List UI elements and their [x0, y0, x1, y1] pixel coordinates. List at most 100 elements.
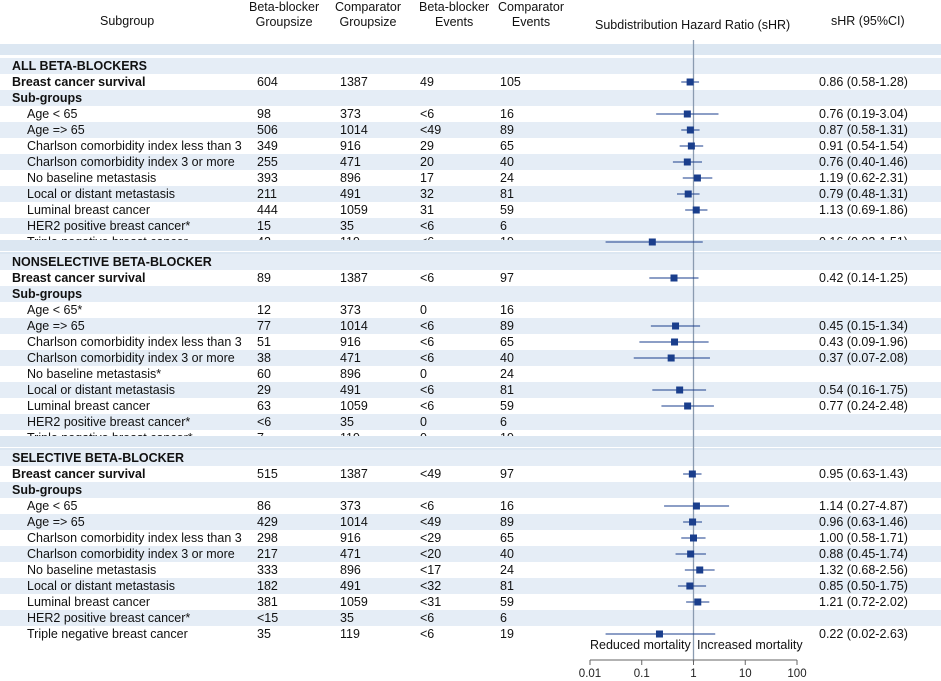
header-comp-events: Comparator Events — [498, 0, 564, 29]
bb-events-cell: <6 — [420, 107, 435, 121]
section-title-row: SELECTIVE BETA-BLOCKER — [0, 450, 941, 466]
table-row: Breast cancer survival 604 1387 49 105 0.86 (… — [0, 74, 941, 90]
comp-events-cell: 59 — [500, 595, 514, 609]
table-row: HER2 positive breast cancer* 15 35 <6 6 — [0, 218, 941, 234]
bb-events-cell: 29 — [420, 139, 434, 153]
row-label: Charlson comorbidity index less than 3 — [27, 531, 242, 545]
comp-groupsize-cell: 373 — [340, 499, 361, 513]
table-row: Luminal breast cancer 63 1059 <6 59 0.77 (0.2… — [0, 398, 941, 414]
shr-ci-cell: 1.13 (0.69-1.86) — [819, 203, 908, 217]
shr-ci-cell: 0.76 (0.19-3.04) — [819, 107, 908, 121]
bb-events-cell: <6 — [420, 499, 435, 513]
bb-groupsize-cell: 63 — [257, 399, 271, 413]
row-label: Age < 65* — [27, 303, 83, 317]
hr-marker — [670, 274, 678, 282]
comp-events-cell: 89 — [500, 123, 514, 137]
bb-groupsize-cell: 29 — [257, 383, 271, 397]
table-row: Luminal breast cancer 444 1059 31 59 1.13 (0.… — [0, 202, 941, 218]
row-label: Sub-groups — [12, 483, 83, 497]
table-row: Charlson comorbidity index 3 or more 38 47… — [0, 350, 941, 366]
bb-events-cell: 20 — [420, 155, 434, 169]
bb-events-cell: 32 — [420, 187, 434, 201]
shr-ci-cell: 0.87 (0.58-1.31) — [819, 123, 908, 137]
hr-marker — [687, 142, 695, 150]
bb-events-cell: <6 — [420, 351, 435, 365]
hr-marker — [690, 534, 697, 542]
comp-groupsize-cell: 1387 — [340, 75, 368, 89]
bb-groupsize-cell: 77 — [257, 319, 271, 333]
bb-groupsize-cell: 255 — [257, 155, 278, 169]
comp-groupsize-cell: 1014 — [340, 123, 368, 137]
shr-ci-cell: 0.88 (0.45-1.74) — [819, 547, 908, 561]
shr-ci-cell: 1.21 (0.72-2.02) — [819, 595, 908, 609]
bb-events-cell: <17 — [420, 563, 442, 577]
hr-marker — [687, 550, 695, 558]
section-title-row: NONSELECTIVE BETA-BLOCKER — [0, 254, 941, 270]
comp-events-cell: 89 — [500, 515, 514, 529]
comp-groupsize-cell: 35 — [340, 219, 354, 233]
shr-ci-cell: 0.85 (0.50-1.75) — [819, 579, 908, 593]
section-band — [0, 44, 941, 55]
bb-groupsize-cell: 211 — [257, 187, 277, 201]
header-comp-groupsize: Comparator Groupsize — [335, 0, 401, 29]
bb-events-cell: 0 — [420, 303, 427, 317]
comp-groupsize-cell: 1014 — [340, 319, 368, 333]
comp-groupsize-cell: 1387 — [340, 467, 368, 481]
comp-events-cell: 19 — [500, 627, 514, 641]
row-label: Breast cancer survival — [12, 271, 146, 285]
row-label: Luminal breast cancer — [27, 399, 150, 413]
section-title: ALL BETA-BLOCKERS — [12, 59, 147, 73]
table-row: Local or distant metastasis 29 491 <6 81 0.54… — [0, 382, 941, 398]
table-row: Charlson comorbidity index 3 or more 255 4… — [0, 154, 941, 170]
comp-groupsize-cell: 471 — [340, 547, 361, 561]
comp-groupsize-cell: 916 — [340, 335, 361, 349]
x-tick-label: 0.1 — [634, 668, 650, 680]
bb-groupsize-cell: 429 — [257, 515, 278, 529]
bb-events-cell: 0 — [420, 367, 427, 381]
shr-ci-cell: 0.96 (0.63-1.46) — [819, 515, 908, 529]
shr-ci-cell: 0.43 (0.09-1.96) — [819, 335, 908, 349]
hr-marker — [689, 518, 697, 526]
header-bb-groupsize: Beta-blocker Groupsize — [249, 0, 320, 29]
bb-events-cell: <6 — [420, 335, 435, 349]
bb-groupsize-cell: 217 — [257, 547, 278, 561]
comp-events-cell: 40 — [500, 547, 514, 561]
bb-events-cell: <20 — [420, 547, 442, 561]
bb-events-cell: <32 — [420, 579, 442, 593]
bb-groupsize-cell: 604 — [257, 75, 278, 89]
shr-ci-cell: 0.79 (0.48-1.31) — [819, 187, 908, 201]
row-label: Local or distant metastasis — [27, 187, 175, 201]
row-label: Breast cancer survival — [12, 467, 146, 481]
row-label: Charlson comorbidity index 3 or more — [27, 155, 235, 169]
subgroup-heading-row: Sub-groups — [0, 286, 941, 302]
comp-groupsize-cell: 1059 — [340, 595, 368, 609]
shr-ci-cell: 1.32 (0.68-2.56) — [819, 563, 908, 577]
annotation-increased-mortality: Increased mortality — [697, 638, 803, 652]
comp-events-cell: 81 — [500, 383, 514, 397]
bb-events-cell: <31 — [420, 595, 442, 609]
bb-events-cell: <6 — [420, 319, 435, 333]
bb-events-cell: 17 — [420, 171, 434, 185]
comp-groupsize-cell: 35 — [340, 611, 354, 625]
comp-events-cell: 6 — [500, 611, 507, 625]
bb-groupsize-cell: <15 — [257, 611, 279, 625]
row-label: HER2 positive breast cancer* — [27, 611, 191, 625]
bb-events-cell: <6 — [420, 219, 435, 233]
bb-events-cell: <29 — [420, 531, 442, 545]
row-label: Luminal breast cancer — [27, 595, 150, 609]
bb-groupsize-cell: 444 — [257, 203, 278, 217]
row-label: Charlson comorbidity index less than 3 — [27, 335, 242, 349]
bb-events-cell: <49 — [420, 467, 442, 481]
row-label: HER2 positive breast cancer* — [27, 415, 191, 429]
bb-groupsize-cell: 12 — [257, 303, 271, 317]
shr-ci-cell: 0.42 (0.14-1.25) — [819, 271, 908, 285]
table-row: Local or distant metastasis 182 491 <32 81 0.… — [0, 578, 941, 594]
section-title: SELECTIVE BETA-BLOCKER — [12, 451, 184, 465]
bb-groupsize-cell: 381 — [257, 595, 278, 609]
comp-groupsize-cell: 1059 — [340, 399, 368, 413]
section-band — [0, 436, 941, 447]
table-row: Luminal breast cancer 381 1059 <31 59 1.21 (0… — [0, 594, 941, 610]
comp-groupsize-cell: 491 — [340, 187, 361, 201]
shr-ci-cell: 0.76 (0.40-1.46) — [819, 155, 908, 169]
